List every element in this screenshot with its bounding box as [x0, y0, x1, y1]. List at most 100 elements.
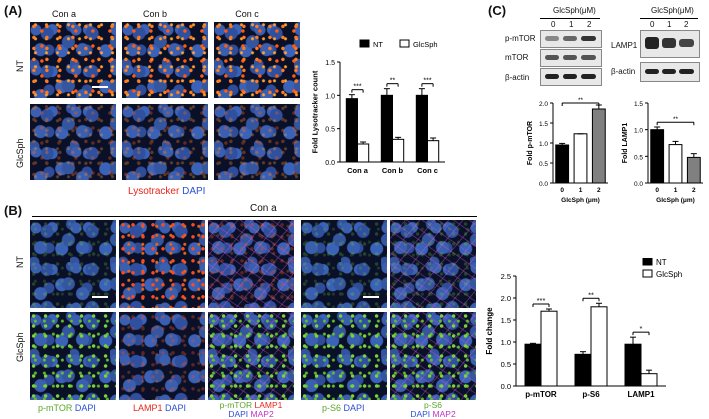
legend-label-glcsph: GlcSph: [656, 270, 682, 279]
bar-dose-0: [555, 144, 570, 184]
blot2-row-lamp1: LAMP1: [611, 41, 638, 50]
panel-a-col-label-2: Con b: [142, 9, 168, 19]
blot2-lamp1-image: [640, 30, 700, 58]
panel-b-label: (B): [4, 203, 23, 218]
blot1-title: GlcSph(μM): [553, 6, 596, 15]
y-tick-label: 1.5: [325, 60, 335, 67]
bar-nt: [574, 353, 592, 387]
bar-dose-2: [686, 156, 701, 184]
y-tick-label: 0.5: [501, 360, 511, 369]
bar-glcsph: [357, 143, 370, 163]
micrograph-b-glcsph-lamp1: [119, 312, 205, 400]
bar-glcsph: [640, 373, 658, 387]
micrograph-a-glcsph-con-b: [122, 104, 208, 180]
micrograph-a-nt-con-a: [30, 22, 116, 98]
panel-a-caption: Lysotracker DAPI: [128, 186, 205, 197]
significance-marker: **: [578, 97, 584, 104]
x-tick-label: 2: [597, 187, 601, 194]
x-tick-label: p-mTOR: [525, 390, 557, 399]
micrograph-a-glcsph-con-c: [214, 104, 300, 180]
micrograph-a-nt-con-c: [214, 22, 300, 98]
y-tick-label: 1.5: [634, 101, 643, 108]
significance-marker: **: [673, 116, 679, 123]
panel-b-caption-5: p-S6 DAPI MAP2: [402, 401, 464, 419]
caption-pmtor: p-mTOR: [38, 403, 73, 413]
caption-dapi: DAPI: [343, 403, 365, 413]
y-tick-label: 1.5: [539, 121, 548, 128]
chart-a-lysotracker: 0.0 0.5 1.0 1.5 Fold Lysotracker count *** Con…: [311, 39, 445, 175]
caption-map2: MAP2: [432, 409, 456, 419]
bar-dose-2: [591, 108, 606, 184]
caption-pmtor: p-mTOR: [219, 400, 253, 410]
blot1-pmtor-image: [540, 30, 602, 48]
bar-dose-1: [573, 133, 588, 184]
blot1-row-mtor: mTOR: [505, 53, 529, 62]
micrograph-a-nt-con-b: [122, 22, 208, 98]
blot2-lane-0: 0: [650, 20, 655, 29]
bar-nt: [624, 343, 642, 387]
x-tick-label: 1: [674, 187, 678, 194]
caption-lamp1: LAMP1: [254, 400, 283, 410]
panel-b-caption-3: p-mTOR LAMP1 DAPI MAP2: [215, 401, 287, 419]
caption-dapi: DAPI: [182, 186, 206, 197]
x-tick-label: 0: [560, 187, 564, 194]
bar-glcsph: [540, 310, 558, 387]
micrograph-b-glcsph-merge: [208, 312, 294, 400]
x-axis-label: GlcSph (μm): [561, 197, 600, 204]
blot1-actin-image: [540, 68, 602, 86]
blot2-title: GlcSph(μM): [651, 6, 694, 15]
significance-marker: ***: [423, 78, 431, 85]
caption-dapi: DAPI: [165, 403, 187, 413]
blot2-lane-2: 2: [684, 20, 689, 29]
y-tick-label: 1.0: [501, 338, 511, 347]
x-tick-label: LAMP1: [627, 390, 655, 399]
panel-b-caption-4: p-S6 DAPI: [322, 403, 365, 413]
panel-b-caption-2: LAMP1 DAPI: [133, 403, 186, 413]
legend-swatch-glcsph: [399, 39, 410, 48]
panel-a-row-label-glcsph: GlcSph: [15, 138, 25, 168]
panel-b-row-label-glcsph: GlcSph: [15, 332, 25, 362]
caption-ps6: p-S6: [322, 403, 342, 413]
legend-label-nt: NT: [656, 258, 667, 267]
blot2-title-line: [640, 18, 698, 19]
significance-marker: ***: [353, 84, 361, 91]
y-tick-label: 1.5: [501, 316, 511, 325]
y-tick-label: 2.0: [501, 294, 511, 303]
y-tick-label: 0.0: [539, 181, 548, 188]
legend-swatch-nt: [642, 258, 653, 266]
legend-swatch-nt: [359, 39, 370, 48]
blot1-row-pmtor: p-mTOR: [505, 34, 536, 43]
y-tick-label: 1.0: [539, 141, 548, 148]
x-tick-label: 1: [579, 187, 583, 194]
y-tick-label: 1.0: [634, 128, 643, 135]
micrograph-b-nt-merge: [208, 220, 294, 308]
micrograph-b-glcsph-ps6: [301, 312, 387, 400]
legend-label-glcsph: GlcSph: [413, 40, 438, 49]
bar-glcsph: [427, 140, 440, 163]
significance-marker: **: [588, 290, 594, 299]
caption-ps6: p-S6: [424, 400, 442, 410]
x-tick-label: 0: [655, 187, 659, 194]
y-tick-label: 0.0: [325, 160, 335, 167]
blot1-row-actin: β-actin: [505, 73, 530, 82]
micrograph-b-nt-ps6: [301, 220, 387, 308]
y-axis-label: Fold change: [485, 307, 494, 355]
blot2-actin-image: [640, 62, 700, 82]
blot1-lane-1: 1: [569, 20, 574, 29]
panel-a-row-label-nt: NT: [15, 60, 25, 72]
bar-glcsph: [590, 306, 608, 387]
panel-b-group-line: [32, 216, 477, 217]
caption-map2: MAP2: [250, 409, 274, 419]
panel-a-col-label-3: Con c: [235, 9, 259, 19]
chart-c-lamp1: 0.0 0.5 1.0 1.5 Fold LAMP1 0 1 2 ** GlcSph (μm): [622, 101, 703, 204]
micrograph-a-glcsph-con-a: [30, 104, 116, 180]
panel-b-caption-1: p-mTOR DAPI: [38, 403, 96, 413]
micrograph-b-glcsph-ps6-merge: [390, 312, 476, 400]
micrograph-b-nt-pmtor: [30, 220, 116, 308]
chart-c-pmtor: 0.0 0.5 1.0 1.5 2.0 Fold p-mTOR 0 1 2 ** GlcSph (μ…: [527, 97, 608, 204]
panel-a-col-label-1: Con a: [51, 9, 77, 19]
bar-nt: [415, 94, 429, 163]
caption-dapi: DAPI: [228, 409, 249, 419]
x-tick-label: 2: [692, 187, 696, 194]
micrograph-b-glcsph-pmtor: [30, 312, 116, 400]
